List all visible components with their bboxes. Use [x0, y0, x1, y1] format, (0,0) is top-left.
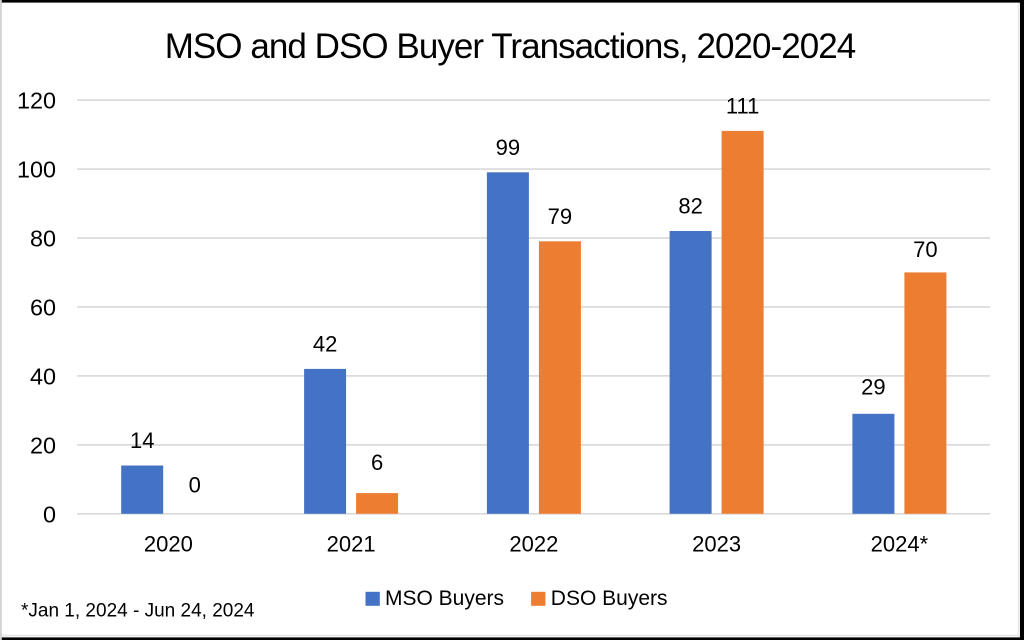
svg-text:40: 40	[30, 364, 56, 390]
svg-text:60: 60	[30, 295, 56, 321]
svg-text:6: 6	[371, 450, 383, 475]
svg-text:80: 80	[30, 226, 56, 252]
svg-text:111: 111	[726, 93, 759, 118]
svg-text:2021: 2021	[327, 531, 376, 556]
svg-text:0: 0	[189, 473, 201, 498]
svg-text:MSO and DSO Buyer Transactions: MSO and DSO Buyer Transactions, 2020-202…	[165, 27, 856, 66]
svg-text:29: 29	[861, 375, 885, 400]
svg-text:MSO Buyers: MSO Buyers	[385, 587, 504, 610]
svg-text:70: 70	[913, 237, 937, 262]
svg-text:DSO Buyers: DSO Buyers	[551, 587, 668, 610]
svg-text:0: 0	[43, 501, 56, 527]
svg-text:2020: 2020	[144, 531, 193, 556]
svg-text:79: 79	[548, 204, 572, 229]
svg-text:100: 100	[17, 157, 56, 183]
svg-text:2023: 2023	[692, 531, 741, 556]
svg-text:14: 14	[130, 428, 154, 453]
svg-text:120: 120	[17, 88, 56, 114]
svg-text:2024*: 2024*	[871, 531, 929, 556]
svg-text:20: 20	[30, 433, 56, 459]
svg-text:42: 42	[313, 331, 337, 356]
svg-text:2022: 2022	[509, 531, 558, 556]
svg-text:99: 99	[496, 135, 520, 160]
svg-text:*Jan 1, 2024 - Jun 24, 2024: *Jan 1, 2024 - Jun 24, 2024	[21, 600, 255, 621]
svg-text:82: 82	[678, 194, 702, 219]
